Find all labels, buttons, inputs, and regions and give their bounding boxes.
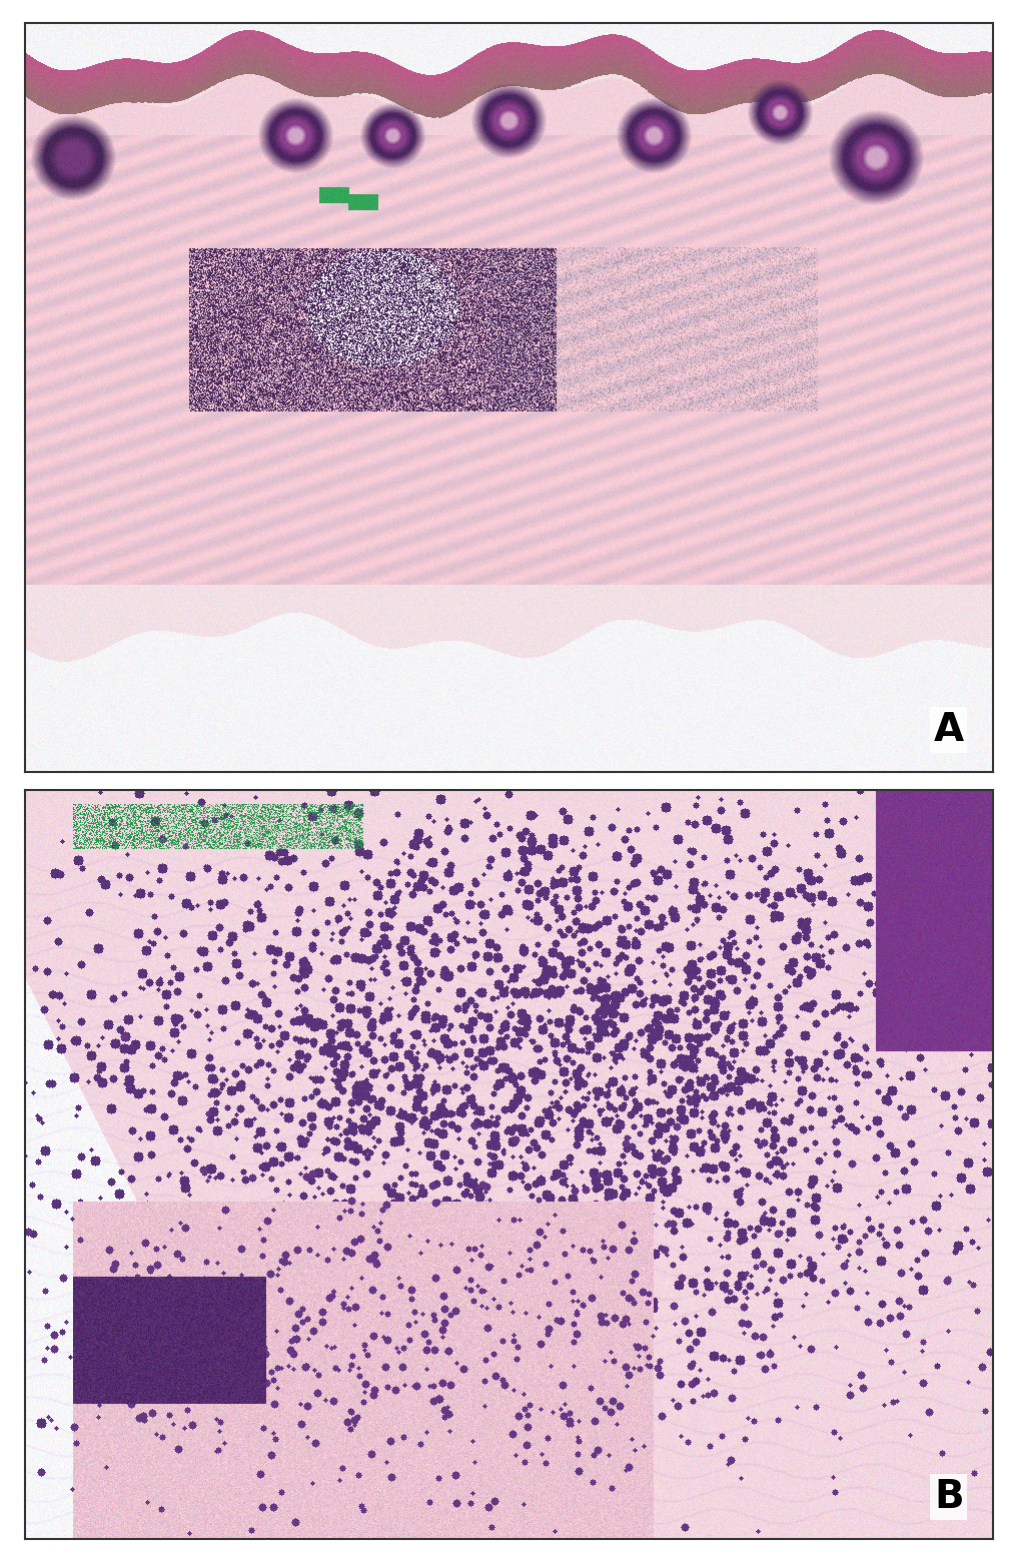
Text: A: A	[934, 711, 963, 750]
Text: B: B	[934, 1478, 963, 1517]
